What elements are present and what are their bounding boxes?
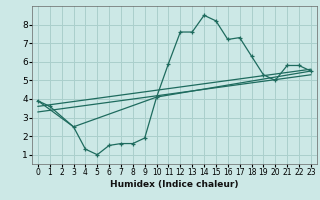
X-axis label: Humidex (Indice chaleur): Humidex (Indice chaleur): [110, 180, 239, 189]
